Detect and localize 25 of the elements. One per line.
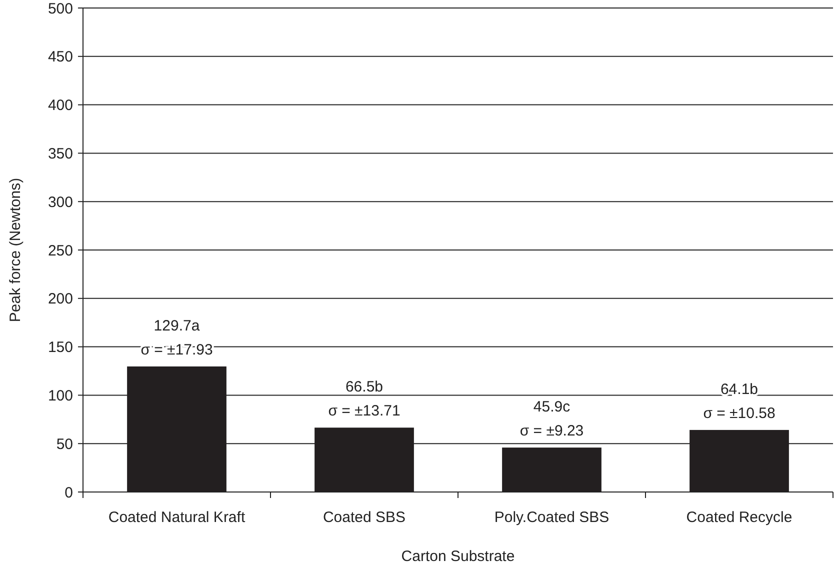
bar — [502, 448, 602, 492]
y-tick-label: 400 — [48, 97, 73, 114]
y-tick-label: 50 — [56, 436, 73, 453]
annotation: σ = ±10.58 — [703, 404, 776, 422]
x-tick-label: Coated Recycle — [686, 509, 792, 526]
y-tick-label: 100 — [48, 387, 73, 404]
y-axis-title: Peak force (Newtons) — [7, 178, 24, 322]
annotation: σ = ±13.71 — [328, 402, 400, 420]
x-axis-title: Carton Substrate — [401, 548, 515, 565]
data-label: 64.1b — [720, 380, 758, 398]
y-tick-label: 300 — [48, 194, 73, 211]
annotation: σ = ±9.23 — [520, 422, 584, 440]
data-label: 129.7a — [154, 317, 200, 334]
y-tick-label: 450 — [48, 48, 73, 66]
y-tick-label: 350 — [48, 145, 73, 162]
y-tick-label: 150 — [48, 339, 73, 356]
y-tick-label: 200 — [48, 290, 73, 308]
y-tick-label: 0 — [64, 484, 73, 502]
y-tick-label: 250 — [48, 242, 73, 260]
data-label: 45.9c — [533, 398, 571, 416]
x-tick-label: Poly.Coated SBS — [494, 509, 610, 526]
x-tick-label: Coated SBS — [322, 509, 406, 526]
data-label: 66.5b — [345, 378, 384, 396]
y-tick-label: 500 — [48, 0, 73, 18]
x-tick-label: Coated Natural Kraft — [108, 509, 246, 526]
